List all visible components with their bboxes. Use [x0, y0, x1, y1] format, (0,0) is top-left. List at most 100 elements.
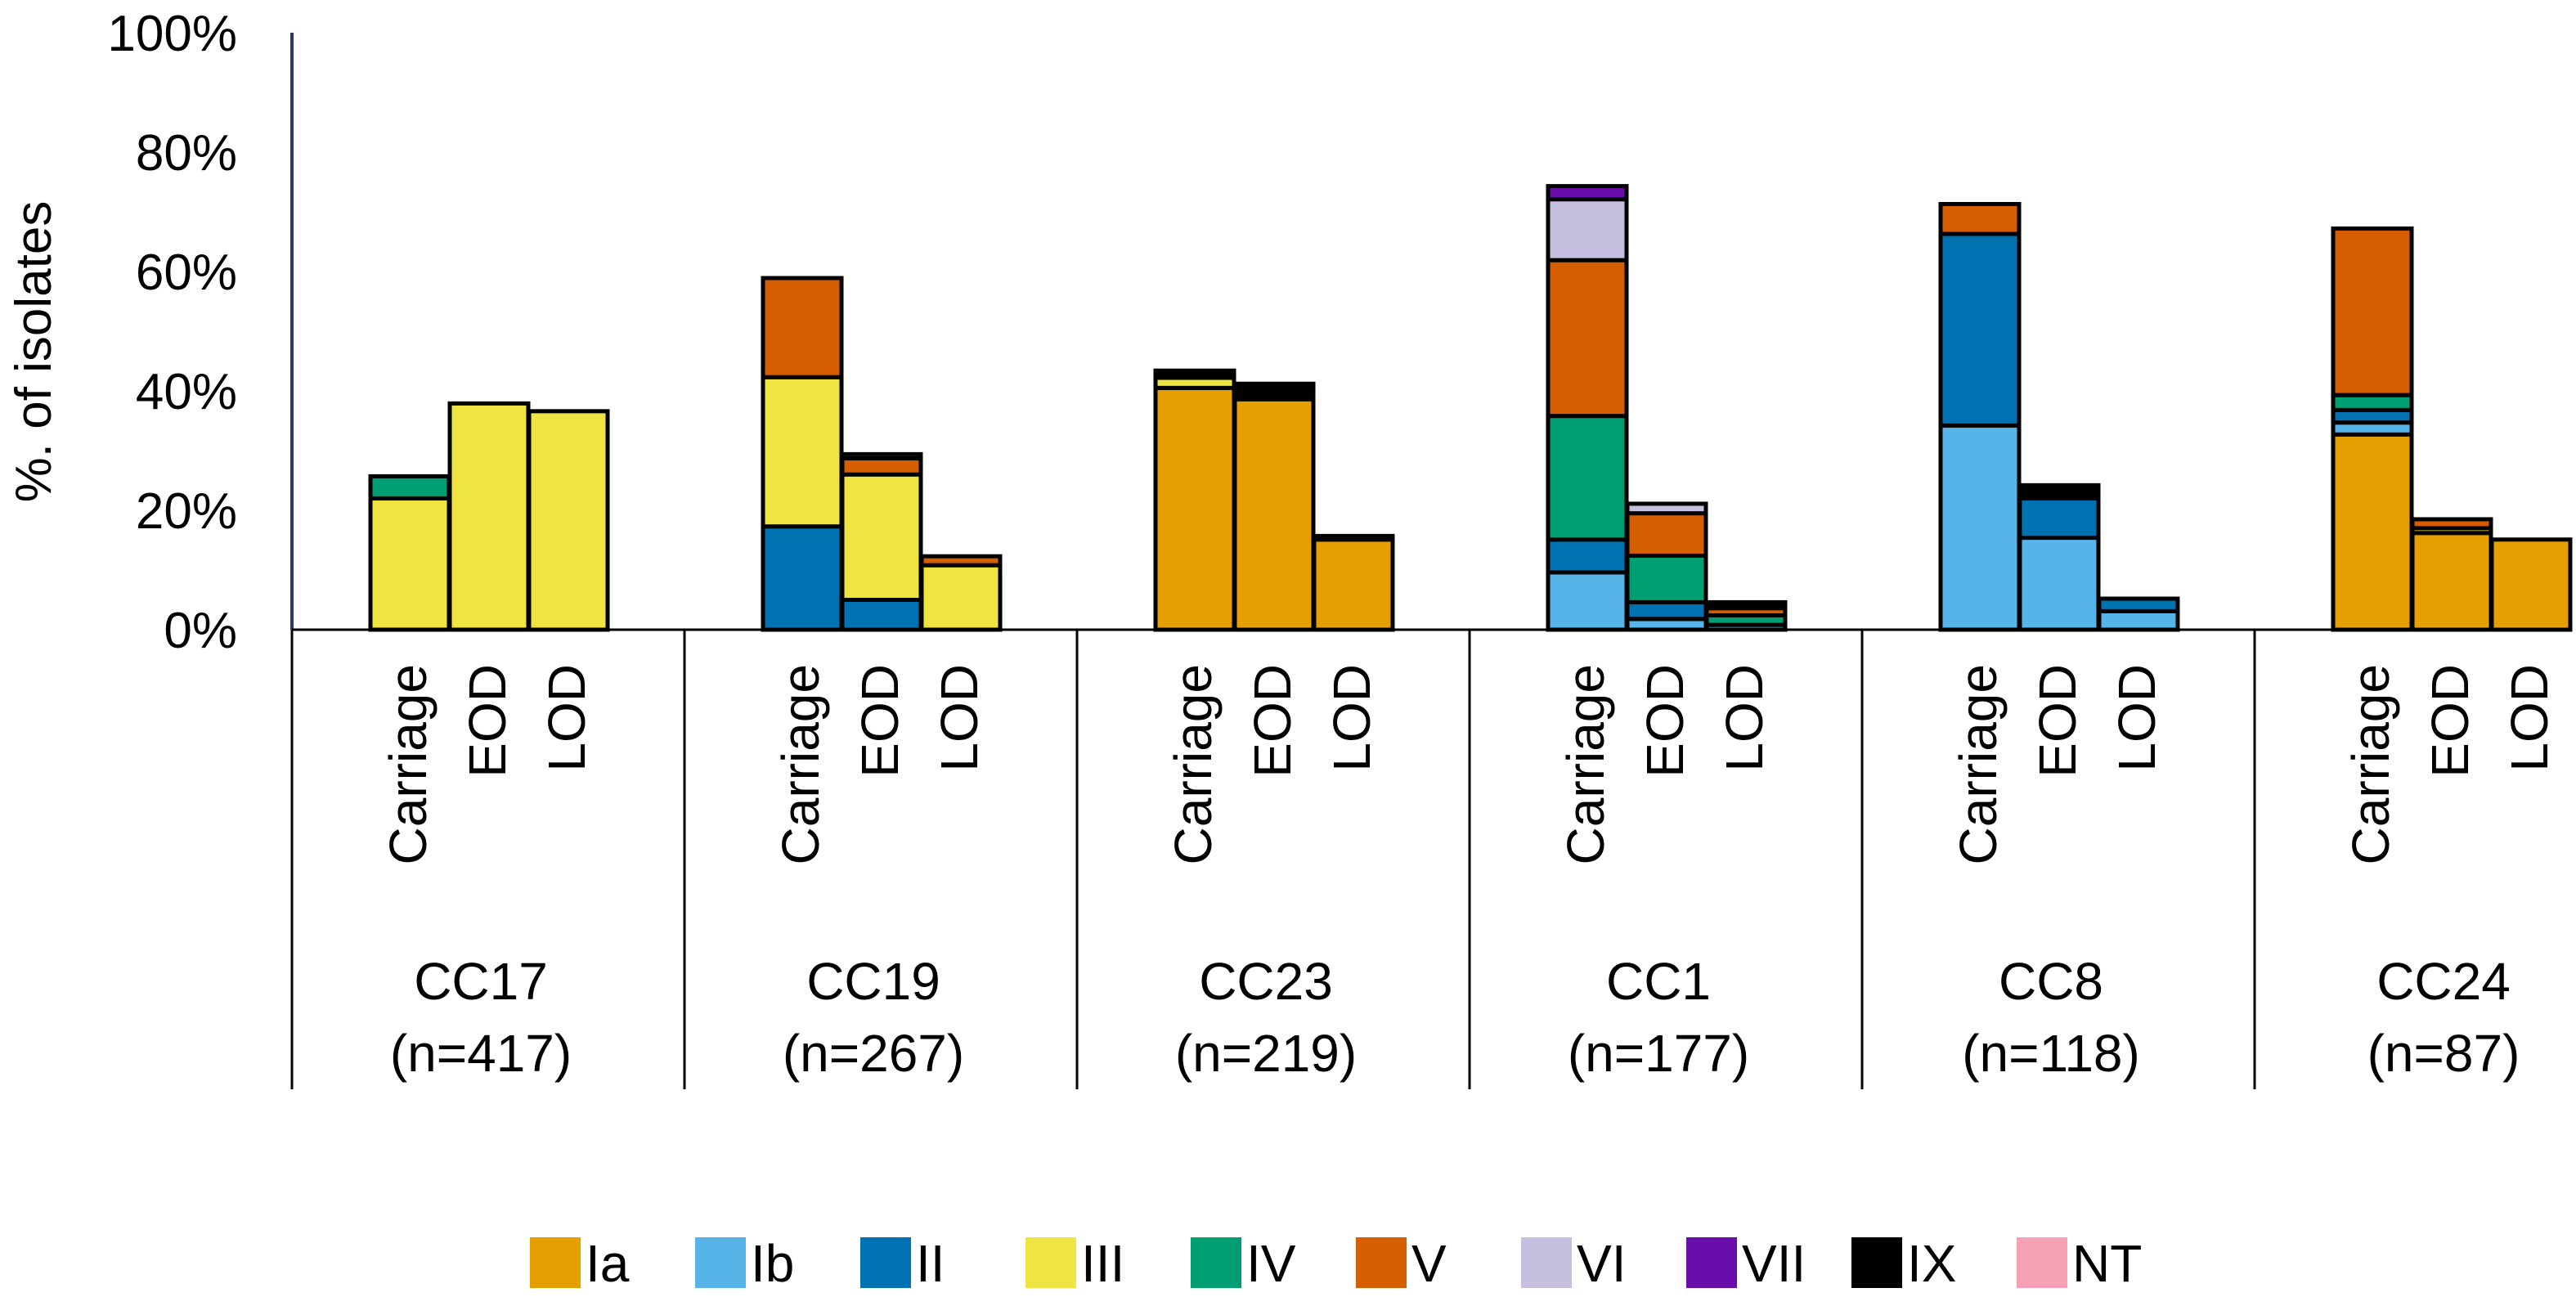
bar-segment-v	[2410, 517, 2493, 531]
y-tick-label: 100%	[107, 6, 237, 62]
legend-label: VII	[1742, 1234, 1806, 1293]
y-tick-label: 80%	[136, 125, 237, 182]
group-n-label: (n=219)	[1175, 1024, 1357, 1083]
bar-cc1-eod	[1625, 501, 1708, 632]
category-label: Carriage	[2341, 664, 2400, 864]
y-tick-label: 0%	[164, 603, 237, 659]
legend-label: NT	[2072, 1234, 2142, 1293]
legend-item-iv: IV	[1191, 1234, 1296, 1293]
group-name-label: CC17	[414, 952, 548, 1011]
group-n-label: (n=177)	[1568, 1024, 1749, 1083]
group-cc19	[761, 276, 1003, 632]
bar-segment-ii	[1546, 537, 1629, 575]
y-tick-label: 20%	[136, 483, 237, 540]
bar-segment-iii	[368, 496, 451, 632]
legend-label: V	[1411, 1234, 1447, 1293]
legend-item-vii: VII	[1686, 1234, 1806, 1293]
bar-segment-ii	[1625, 599, 1708, 622]
legend-item-nt: NT	[2017, 1234, 2142, 1293]
y-tick-label: 40%	[136, 364, 237, 420]
legend-item-ii: II	[860, 1234, 945, 1293]
legend-label: II	[916, 1234, 945, 1293]
category-label: Carriage	[1556, 664, 1615, 864]
bar-cc19-eod	[840, 451, 923, 632]
legend-swatch	[1521, 1237, 1572, 1288]
legend-swatch	[860, 1237, 911, 1288]
bar-segment-ia	[2489, 537, 2573, 632]
group-n-label: (n=417)	[390, 1024, 572, 1083]
category-label: EOD	[2421, 664, 2480, 778]
legend-swatch	[1686, 1237, 1737, 1288]
legend-item-v: V	[1356, 1234, 1447, 1293]
legend-label: III	[1081, 1234, 1124, 1293]
legend-label: VI	[1577, 1234, 1626, 1293]
bar-segment-ix	[1704, 599, 1788, 611]
legend-item-ix: IX	[1851, 1234, 1956, 1293]
bar-segment-ii	[840, 598, 923, 632]
category-label: Carriage	[1949, 664, 2008, 864]
bar-segment-v	[1625, 511, 1708, 558]
bar-segment-iii	[447, 401, 531, 632]
bar-segment-v	[919, 554, 1003, 568]
bar-segment-ib	[2017, 536, 2101, 632]
bar-cc17-eod	[447, 401, 531, 632]
bar-cc17-lod	[527, 409, 610, 632]
legend-swatch	[2017, 1237, 2067, 1288]
bar-segment-vii	[1546, 184, 1629, 202]
bar-cc1-carriage	[1546, 184, 1629, 632]
legend-label: IV	[1246, 1234, 1296, 1293]
group-name-label: CC8	[1999, 952, 2103, 1011]
group-name-label: CC1	[1606, 952, 1711, 1011]
group-n-label: (n=267)	[783, 1024, 964, 1083]
bar-segment-vi	[1546, 197, 1629, 263]
legend-swatch	[1851, 1237, 1902, 1288]
bar-cc23-eod	[1232, 381, 1316, 632]
legend-swatch	[1356, 1237, 1407, 1288]
bar-cc19-lod	[919, 554, 1003, 632]
group-cc8	[1938, 202, 2180, 632]
bar-segment-ia	[1153, 385, 1236, 632]
category-label: LOD	[2500, 664, 2559, 772]
legend-swatch	[1025, 1237, 1076, 1288]
category-label: Carriage	[1164, 664, 1223, 864]
legend-swatch	[530, 1237, 581, 1288]
bar-segment-v	[1546, 258, 1629, 419]
legend: Ia Ib II III IV V VI VII IX NT	[530, 1234, 2142, 1293]
bar-cc24-carriage	[2331, 226, 2414, 632]
bar-segment-v	[840, 456, 923, 477]
group-n-label: (n=87)	[2367, 1024, 2520, 1083]
bar-segment-ii	[1938, 231, 2022, 428]
category-label: EOD	[850, 664, 909, 778]
category-label: Carriage	[771, 664, 830, 864]
legend-label: IX	[1907, 1234, 1956, 1293]
legend-label: Ia	[586, 1234, 630, 1293]
bar-cc17-carriage	[368, 473, 451, 632]
legend-item-vi: VI	[1521, 1234, 1626, 1293]
bar-segment-ix	[1312, 533, 1395, 542]
bar-segment-ib	[2097, 608, 2180, 632]
bar-segment-iv	[2331, 393, 2414, 412]
bar-segment-ia	[1232, 397, 1316, 632]
bar-segment-v	[2331, 226, 2414, 397]
group-cc1	[1546, 184, 1788, 632]
bar-cc19-carriage	[761, 276, 844, 632]
bar-segment-iii	[527, 409, 610, 632]
bar-segment-ii	[761, 524, 844, 632]
bar-segment-ii	[2017, 496, 2101, 541]
category-label: EOD	[458, 664, 517, 778]
group-name-label: CC19	[806, 952, 940, 1011]
bar-segment-nt	[840, 451, 923, 460]
bar-segment-iii	[919, 563, 1003, 632]
legend-label: Ib	[751, 1234, 794, 1293]
legend-item-iii: III	[1025, 1234, 1124, 1293]
bars-layer	[368, 184, 2573, 632]
bar-cc24-lod	[2489, 537, 2573, 632]
bar-segment-iii	[761, 375, 844, 529]
bar-cc24-eod	[2410, 517, 2493, 632]
group-name-label: CC24	[2376, 952, 2511, 1011]
bar-cc1-lod	[1704, 599, 1788, 632]
bar-cc8-lod	[2097, 596, 2180, 632]
bar-segment-iv	[1546, 414, 1629, 542]
category-label: EOD	[1243, 664, 1302, 778]
